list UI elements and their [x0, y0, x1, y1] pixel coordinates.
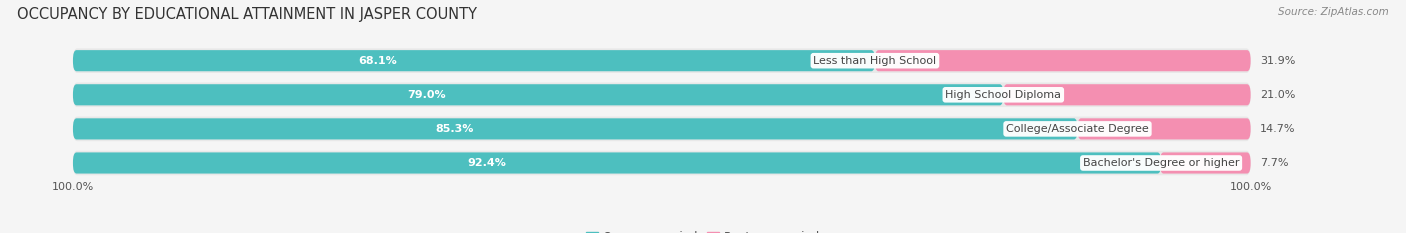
- FancyBboxPatch shape: [875, 50, 1250, 71]
- Text: College/Associate Degree: College/Associate Degree: [1007, 124, 1149, 134]
- Text: 31.9%: 31.9%: [1260, 56, 1295, 66]
- Text: 92.4%: 92.4%: [467, 158, 506, 168]
- FancyBboxPatch shape: [73, 84, 1004, 105]
- FancyBboxPatch shape: [1160, 152, 1250, 174]
- Legend: Owner-occupied, Renter-occupied: Owner-occupied, Renter-occupied: [581, 226, 825, 233]
- FancyBboxPatch shape: [73, 48, 1250, 73]
- Text: Bachelor's Degree or higher: Bachelor's Degree or higher: [1083, 158, 1239, 168]
- Text: High School Diploma: High School Diploma: [945, 90, 1062, 100]
- Text: 7.7%: 7.7%: [1260, 158, 1288, 168]
- Text: 68.1%: 68.1%: [359, 56, 396, 66]
- FancyBboxPatch shape: [73, 50, 875, 71]
- Text: 21.0%: 21.0%: [1260, 90, 1295, 100]
- Text: 85.3%: 85.3%: [436, 124, 474, 134]
- Text: 14.7%: 14.7%: [1260, 124, 1295, 134]
- Text: Less than High School: Less than High School: [814, 56, 936, 66]
- FancyBboxPatch shape: [73, 151, 1250, 175]
- FancyBboxPatch shape: [73, 152, 1161, 174]
- Text: 100.0%: 100.0%: [1229, 182, 1272, 192]
- Text: OCCUPANCY BY EDUCATIONAL ATTAINMENT IN JASPER COUNTY: OCCUPANCY BY EDUCATIONAL ATTAINMENT IN J…: [17, 7, 477, 22]
- FancyBboxPatch shape: [73, 118, 1077, 140]
- Text: 79.0%: 79.0%: [408, 90, 446, 100]
- FancyBboxPatch shape: [1077, 118, 1250, 140]
- FancyBboxPatch shape: [73, 82, 1250, 107]
- Text: 100.0%: 100.0%: [52, 182, 94, 192]
- FancyBboxPatch shape: [1004, 84, 1250, 105]
- FancyBboxPatch shape: [73, 116, 1250, 141]
- Text: Source: ZipAtlas.com: Source: ZipAtlas.com: [1278, 7, 1389, 17]
